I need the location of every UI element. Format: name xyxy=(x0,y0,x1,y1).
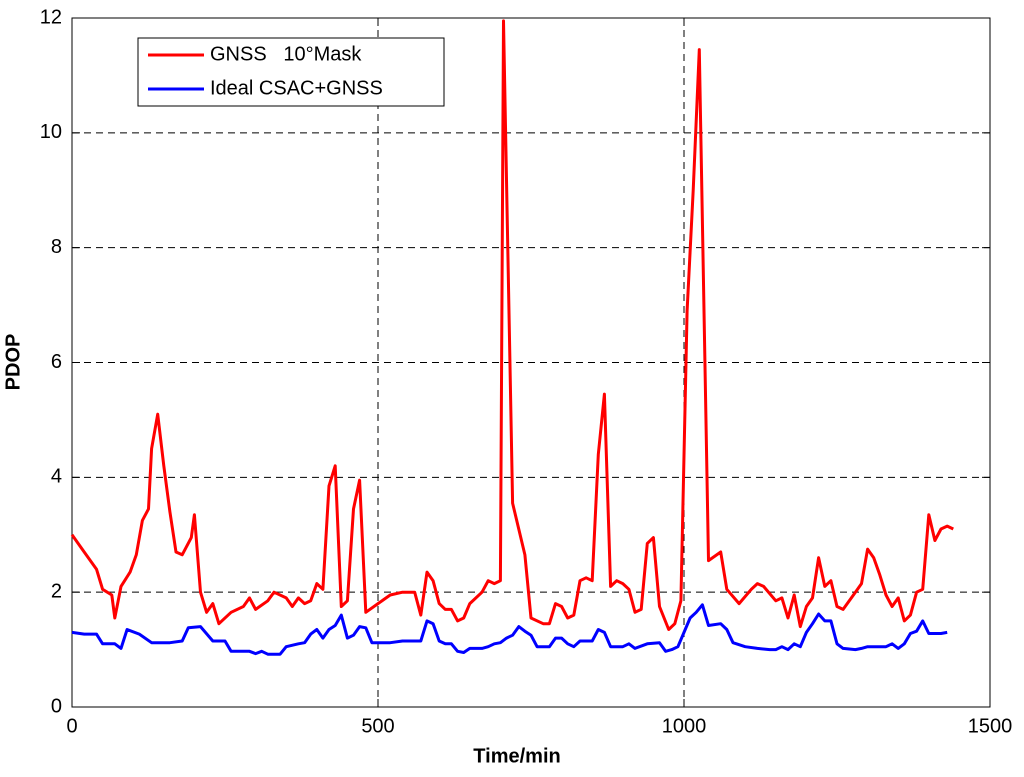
x-tick-label: 0 xyxy=(66,715,77,737)
x-tick-label: 1000 xyxy=(662,715,707,737)
y-axis-label: PDOP xyxy=(2,334,24,391)
legend-label: Ideal CSAC+GNSS xyxy=(210,77,383,99)
data-line xyxy=(70,19,954,631)
data-line xyxy=(71,603,948,656)
x-tick-label: 1500 xyxy=(968,715,1013,737)
legend-label: GNSS 10°Mask xyxy=(210,43,362,65)
y-tick-label: 8 xyxy=(51,236,62,258)
plot-frame xyxy=(71,17,991,708)
y-tick-label: 6 xyxy=(51,351,62,373)
y-tick-label: 4 xyxy=(51,466,62,488)
y-tick-label: 10 xyxy=(40,121,62,143)
x-axis-label: Time/min xyxy=(473,745,560,767)
legend-box xyxy=(137,37,445,107)
y-tick-label: 0 xyxy=(51,695,62,717)
y-tick-label: 12 xyxy=(40,6,62,28)
x-tick-label: 500 xyxy=(361,715,394,737)
y-tick-label: 2 xyxy=(51,580,62,602)
